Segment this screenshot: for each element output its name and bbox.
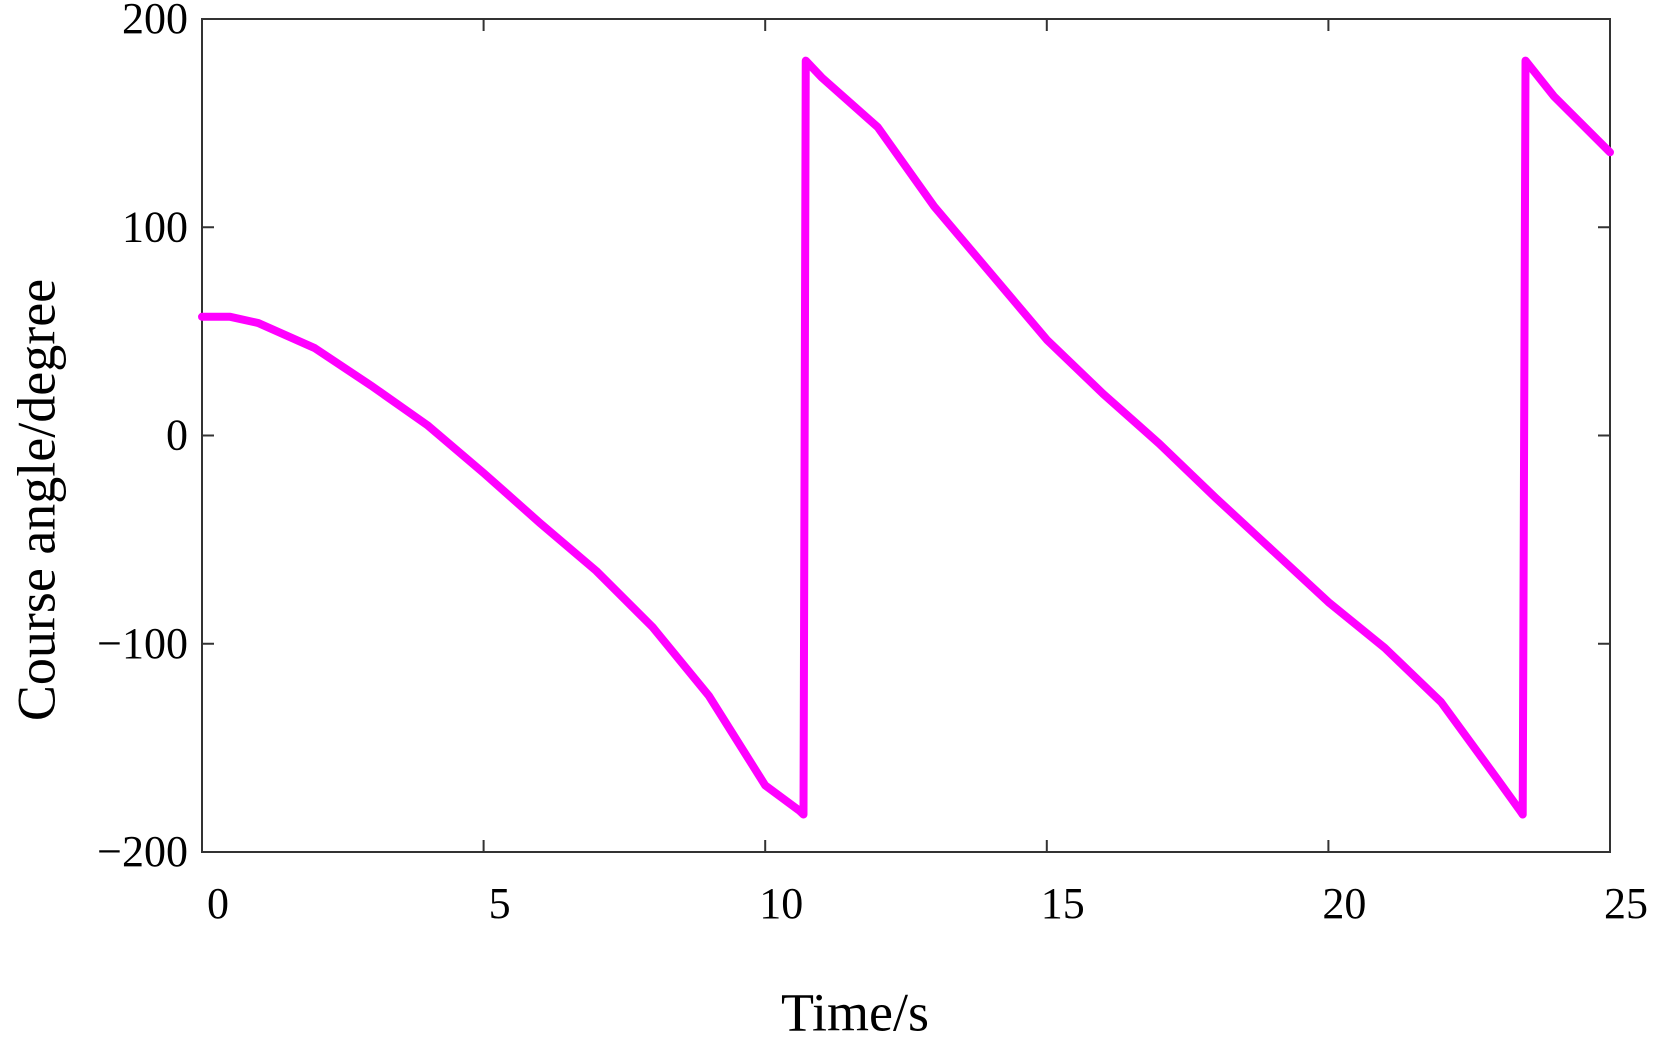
y-tick-label: 0 — [166, 411, 188, 460]
x-tick-label: 0 — [207, 879, 229, 928]
line — [198, 56, 1614, 819]
y-tick-label: −100 — [97, 619, 188, 668]
x-tick-label: 5 — [489, 879, 511, 928]
x-axis-label: Time/s — [781, 982, 929, 1042]
x-tick-label: 25 — [1604, 879, 1648, 928]
x-tick-label: 10 — [759, 879, 803, 928]
y-tick-label: 200 — [122, 0, 188, 43]
x-tick-label: 15 — [1041, 879, 1085, 928]
x-tick-label: 20 — [1322, 879, 1366, 928]
y-axis-label: Course angle/degree — [6, 279, 66, 721]
y-tick-label: 100 — [122, 202, 188, 251]
plot-frame — [201, 18, 1611, 853]
y-tick-label: −200 — [97, 827, 188, 876]
